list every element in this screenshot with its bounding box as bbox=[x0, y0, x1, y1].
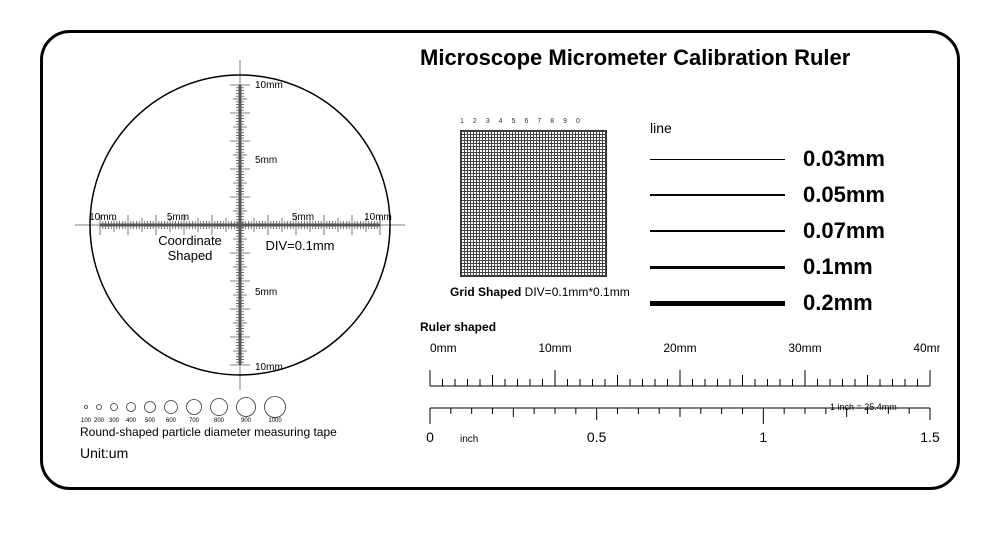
svg-text:800: 800 bbox=[214, 418, 225, 424]
line-row: 0.2mm bbox=[650, 290, 940, 316]
line-row: 0.1mm bbox=[650, 254, 940, 280]
svg-text:0: 0 bbox=[426, 429, 434, 445]
particle-unit: Unit:um bbox=[80, 445, 128, 461]
svg-text:20mm: 20mm bbox=[663, 341, 696, 355]
svg-text:500: 500 bbox=[145, 418, 156, 424]
line-row: 0.03mm bbox=[650, 146, 940, 172]
svg-text:10mm: 10mm bbox=[538, 341, 571, 355]
coordinate-reticle: Coordinate Shaped DIV=0.1mm 10mm 5mm 5mm… bbox=[75, 60, 405, 390]
svg-text:900: 900 bbox=[241, 418, 252, 424]
svg-text:200: 200 bbox=[94, 418, 105, 424]
svg-text:300: 300 bbox=[109, 418, 120, 424]
ruler-header: Ruler shaped bbox=[420, 320, 496, 334]
svg-text:5mm: 5mm bbox=[292, 212, 314, 223]
particle-circles: 100200 300 400 500 600 700 800 900 1000 bbox=[80, 395, 380, 425]
svg-text:100: 100 bbox=[81, 418, 92, 424]
svg-text:1: 1 bbox=[759, 429, 767, 445]
line-thickness-panel: line 0.03mm 0.05mm 0.07mm 0.1mm 0.2mm bbox=[650, 120, 940, 326]
coord-label-left: Coordinate bbox=[158, 233, 222, 248]
stage: Microscope Micrometer Calibration Ruler … bbox=[0, 0, 1000, 550]
svg-text:10mm: 10mm bbox=[89, 212, 117, 223]
svg-text:5mm: 5mm bbox=[167, 212, 189, 223]
svg-text:1000: 1000 bbox=[268, 418, 282, 424]
svg-text:400: 400 bbox=[126, 418, 137, 424]
particle-caption: Round-shaped particle diameter measuring… bbox=[80, 425, 337, 439]
svg-text:10mm: 10mm bbox=[364, 212, 392, 223]
line-row: 0.07mm bbox=[650, 218, 940, 244]
svg-text:5mm: 5mm bbox=[255, 287, 277, 298]
svg-text:700: 700 bbox=[189, 418, 200, 424]
svg-text:10mm: 10mm bbox=[255, 362, 283, 373]
inch-note: 1 inch = 25.4mm bbox=[830, 402, 897, 412]
main-title: Microscope Micrometer Calibration Ruler bbox=[420, 45, 850, 71]
grid-top-labels: 1234567890 bbox=[460, 118, 589, 125]
svg-text:10mm: 10mm bbox=[255, 80, 283, 91]
line-row: 0.05mm bbox=[650, 182, 940, 208]
ruler: 0mm 10mm 20mm 30mm 40mm 0 0.5 1 1.5 inch bbox=[420, 338, 940, 453]
svg-text:30mm: 30mm bbox=[788, 341, 821, 355]
line-header: line bbox=[650, 120, 940, 136]
svg-text:inch: inch bbox=[460, 434, 478, 445]
svg-text:1.5: 1.5 bbox=[920, 429, 940, 445]
grid-shaped bbox=[460, 130, 607, 277]
coord-label-right: DIV=0.1mm bbox=[266, 238, 335, 253]
grid-caption: Grid Shaped DIV=0.1mm*0.1mm bbox=[450, 285, 630, 299]
svg-text:Shaped: Shaped bbox=[168, 248, 213, 263]
svg-text:40mm: 40mm bbox=[913, 341, 940, 355]
svg-text:0.5: 0.5 bbox=[587, 429, 607, 445]
svg-text:600: 600 bbox=[166, 418, 177, 424]
svg-text:0mm: 0mm bbox=[430, 341, 457, 355]
svg-text:5mm: 5mm bbox=[255, 155, 277, 166]
